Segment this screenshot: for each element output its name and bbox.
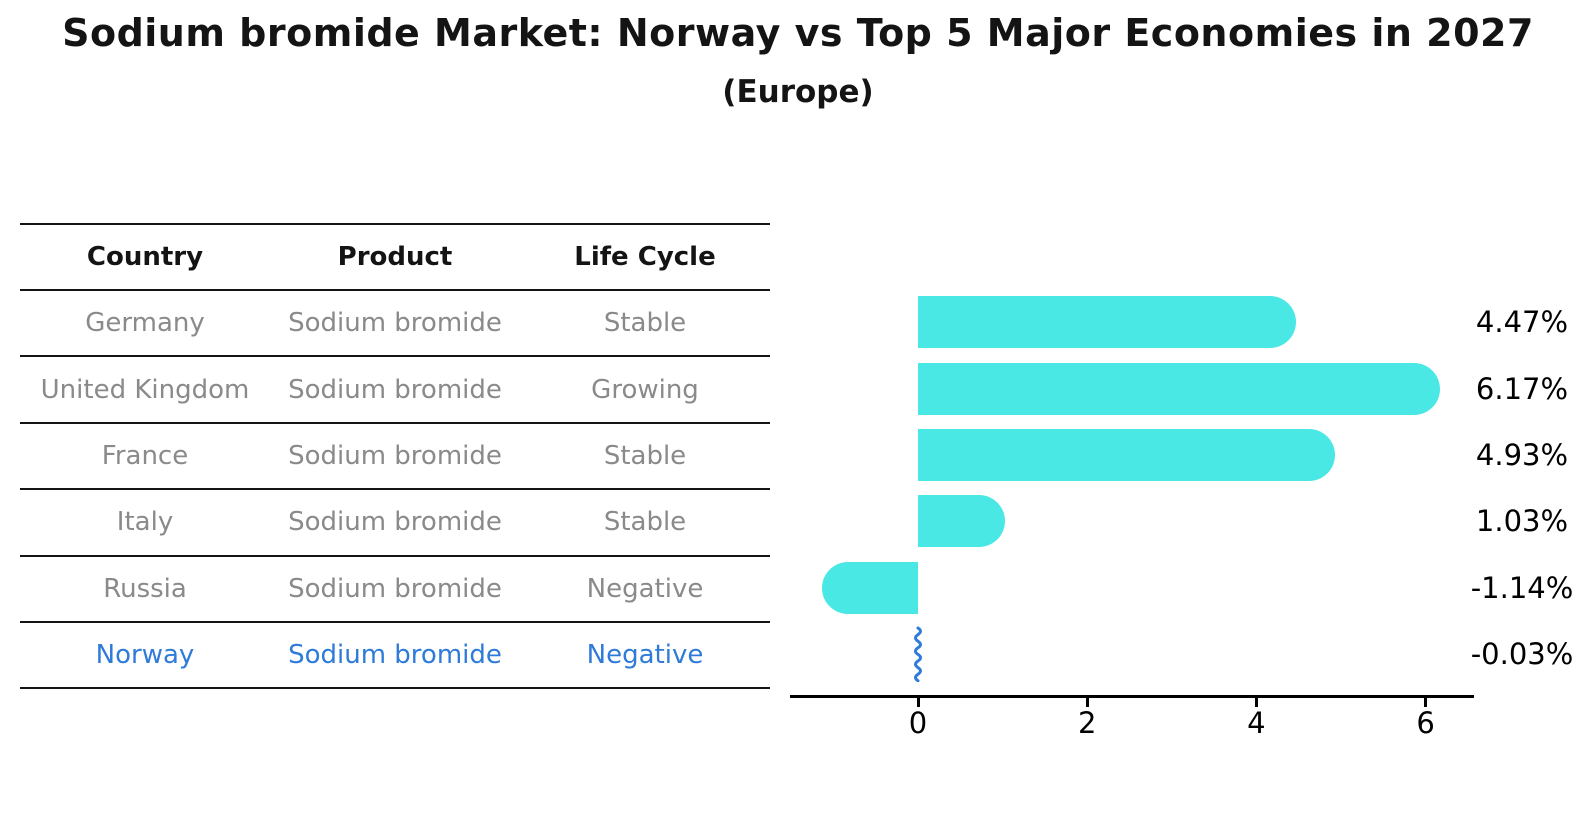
bar-italy [918,495,1006,548]
table-row: Germany Sodium bromide Stable [20,291,770,358]
x-axis-tick-label: 0 [908,706,928,740]
table-cell-product: Sodium bromide [288,374,502,405]
table-row: United Kingdom Sodium bromide Growing [20,357,770,424]
table-row: Russia Sodium bromide Negative [20,557,770,623]
table-header-cell: Life Cycle [574,242,716,272]
x-axis-tick [1085,698,1089,707]
table-cell-product: Sodium bromide [288,440,502,471]
table-cell-life_cycle: Growing [591,374,699,405]
table-cell-product: Sodium bromide [288,507,502,538]
value-label: 1.03% [1475,504,1569,539]
table-cell-life_cycle: Stable [603,507,687,538]
table-cell-country: France [101,440,189,471]
table-cell-product: Sodium bromide [288,308,502,339]
table-cell-life_cycle: Stable [603,440,687,471]
table-cell-country: Italy [116,507,174,538]
table-header-cell: Product [337,242,453,272]
bar-united-kingdom [918,362,1440,415]
bar-germany [918,296,1297,349]
value-label: -1.14% [1470,570,1574,605]
table-row: France Sodium bromide Stable [20,424,770,491]
near-zero-squiggle-marker [914,626,922,683]
country-table: Country Product Life Cycle Germany Sodium b… [20,223,770,690]
table-row: Norway Sodium bromide Negative [20,623,770,690]
table-cell-life_cycle: Negative [586,573,704,604]
value-label: 4.93% [1475,438,1569,472]
table-header-row: Country Product Life Cycle [20,225,770,291]
x-axis-spine [790,695,1474,698]
value-label: -0.03% [1470,637,1574,672]
chart-title: Sodium bromide Market: Norway vs Top 5 M… [62,11,1534,55]
table-cell-country: Norway [95,640,195,671]
value-label: 6.17% [1475,371,1569,406]
x-axis-tick-label: 4 [1247,706,1266,740]
x-axis-tick [1254,698,1258,707]
x-axis-tick-label: 2 [1077,706,1097,740]
table-cell-country: Russia [103,573,187,604]
value-label: 4.47% [1475,305,1569,340]
bar-russia [821,561,918,614]
table-cell-country: United Kingdom [40,374,250,405]
table-cell-product: Sodium bromide [288,640,502,671]
x-axis-tick [916,698,920,707]
x-axis-tick-label: 6 [1416,706,1435,740]
table-body: Germany Sodium bromide Stable United Kingdo… [20,291,770,690]
x-axis-tick [1424,698,1428,707]
table-cell-product: Sodium bromide [288,573,502,604]
chart-subtitle: (Europe) [722,74,874,110]
table-header-cell: Country [86,242,204,272]
table-row: Italy Sodium bromide Stable [20,490,770,557]
bar-france [918,429,1336,481]
table-cell-life_cycle: Stable [603,308,687,339]
table-cell-country: Germany [85,308,205,339]
table-cell-life_cycle: Negative [586,640,704,671]
